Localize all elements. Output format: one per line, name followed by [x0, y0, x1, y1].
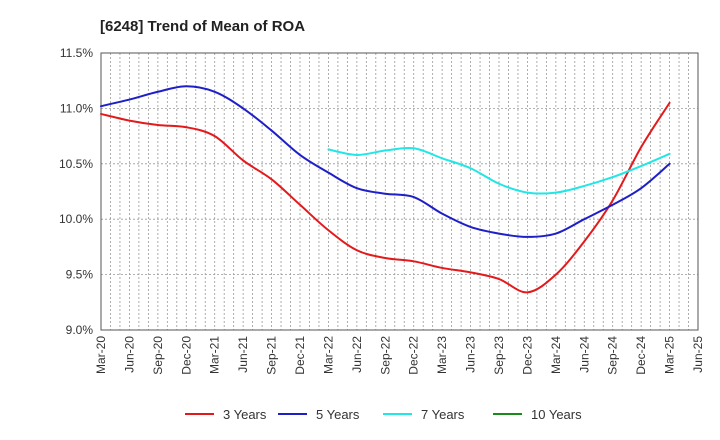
x-tick-label: Mar-21: [208, 336, 222, 374]
legend-label-7-years: 7 Years: [421, 407, 465, 422]
y-axis-ticks: 11.5% 11.0% 10.5% 10.0% 9.5% 9.0%: [59, 46, 93, 337]
series-line-3-years: [100, 101, 671, 294]
x-tick-label: Sep-22: [378, 336, 392, 375]
x-tick-label: Dec-21: [293, 336, 307, 375]
x-tick-label: Jun-23: [464, 336, 478, 373]
x-tick-label: Mar-24: [549, 336, 563, 374]
legend: 3 Years 5 Years 7 Years 10 Years: [185, 407, 582, 422]
x-tick-label: Jun-22: [350, 336, 364, 373]
x-tick-label: Sep-24: [606, 336, 620, 375]
series-line-5-years: [100, 85, 671, 238]
x-tick-label: Jun-24: [577, 336, 591, 373]
legend-label-10-years: 10 Years: [531, 407, 582, 422]
x-tick-label: Sep-20: [151, 336, 165, 375]
x-tick-label: Jun-21: [236, 336, 250, 373]
x-tick-label: Dec-24: [634, 336, 648, 375]
y-tick-label: 10.5%: [59, 157, 93, 171]
x-tick-label: Dec-22: [407, 336, 421, 375]
chart-title: [6248] Trend of Mean of ROA: [100, 18, 305, 35]
plot-frame: [100, 52, 699, 331]
plot-area: [100, 52, 699, 331]
y-tick-label: 10.0%: [59, 212, 93, 226]
x-tick-label: Mar-22: [321, 336, 335, 374]
x-tick-label: Dec-23: [520, 336, 534, 375]
x-tick-label: Mar-23: [435, 336, 449, 374]
x-tick-label: Dec-20: [179, 336, 193, 375]
x-tick-label: Jun-25: [691, 336, 705, 373]
x-tick-label: Sep-21: [265, 336, 279, 375]
y-tick-label: 9.0%: [66, 323, 94, 337]
x-tick-label: Sep-23: [492, 336, 506, 375]
x-tick-label: Jun-20: [122, 336, 136, 373]
y-tick-label: 11.5%: [60, 46, 93, 60]
series-line-7-years: [327, 146, 671, 195]
y-tick-label: 11.0%: [60, 101, 93, 115]
legend-label-3-years: 3 Years: [223, 407, 267, 422]
y-tick-label: 9.5%: [66, 268, 94, 282]
x-tick-label: Mar-25: [663, 336, 677, 374]
legend-label-5-years: 5 Years: [316, 407, 360, 422]
x-axis-ticks: Mar-20 Jun-20 Sep-20 Dec-20 Mar-21 Jun-21 Sep-…: [94, 336, 705, 375]
x-tick-label: Mar-20: [94, 336, 108, 374]
